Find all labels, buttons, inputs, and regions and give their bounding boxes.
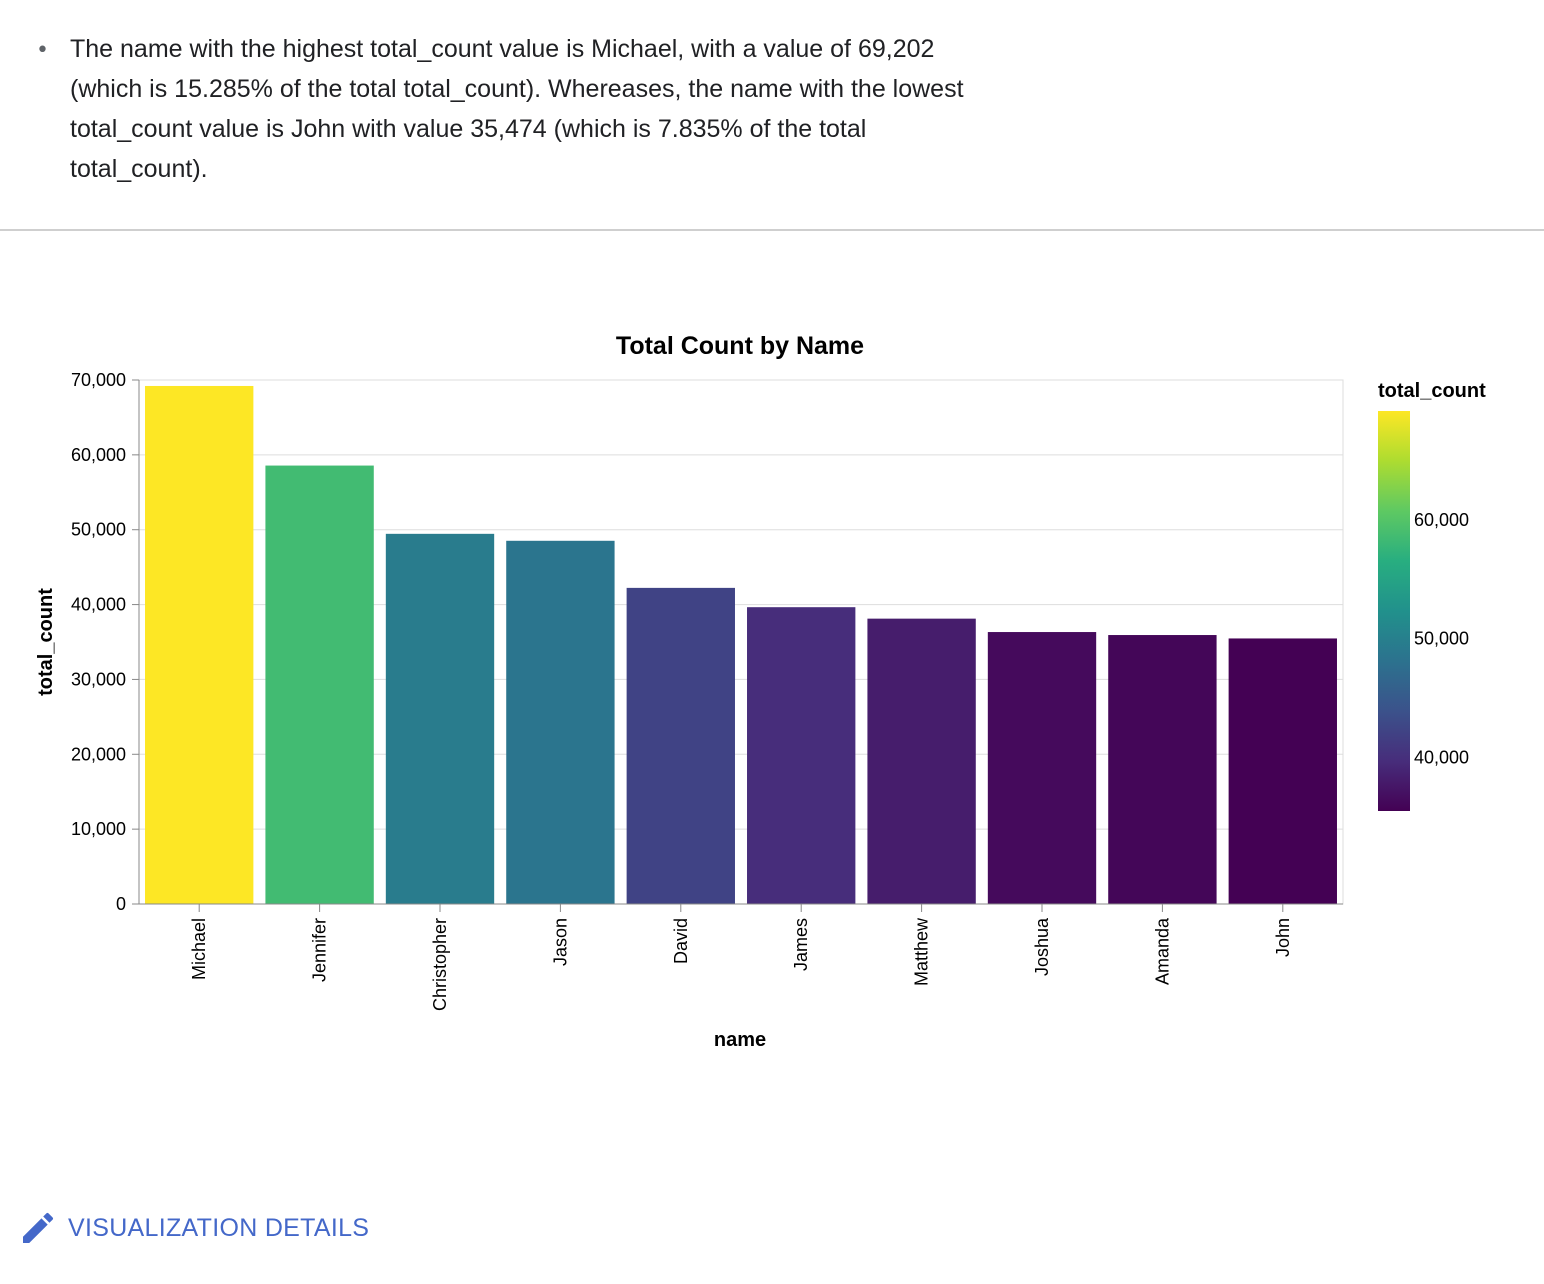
- y-tick-label: 40,000: [71, 595, 126, 615]
- axes: 0 10,000 20,000 30,000 40,000 50,000 60,000 70,…: [71, 370, 1343, 1011]
- insight-section: • The name with the highest total_count …: [0, 0, 1544, 230]
- color-legend: total_count 60,000 50,000 40,000: [1378, 380, 1486, 811]
- bar-amanda: [1108, 635, 1217, 904]
- x-tick-label: James: [791, 918, 811, 971]
- x-tick-label: Jennifer: [310, 918, 330, 982]
- pencil-icon: [23, 1212, 54, 1243]
- legend-tick-label: 60,000: [1414, 510, 1469, 530]
- x-tick-label: Michael: [189, 918, 209, 980]
- x-tick-label: Amanda: [1152, 917, 1172, 985]
- bar-james: [747, 607, 856, 904]
- bar-joshua: [987, 632, 1097, 904]
- visualization-details-label: VISUALIZATION DETAILS: [68, 1213, 370, 1242]
- section-divider: [0, 229, 1544, 231]
- y-tick-label: 50,000: [71, 520, 126, 540]
- x-tick-label: David: [671, 918, 691, 964]
- x-tick-label: Christopher: [430, 918, 450, 1011]
- visualization-details-button[interactable]: VISUALIZATION DETAILS: [18, 1206, 369, 1250]
- x-tick-label: Joshua: [1032, 917, 1052, 976]
- bar-jennifer: [265, 465, 374, 904]
- legend-tick-label: 40,000: [1414, 747, 1469, 767]
- x-tick-label: John: [1273, 918, 1293, 957]
- y-tick-label: 60,000: [71, 445, 126, 465]
- insight-text: The name with the highest total_count va…: [70, 35, 964, 183]
- bar-david: [626, 587, 735, 904]
- y-tick-label: 0: [116, 894, 126, 914]
- x-tick-label: Jason: [550, 918, 570, 966]
- bar-matthew: [867, 618, 976, 904]
- legend-gradient: [1378, 411, 1410, 811]
- bullet-point: •: [36, 38, 49, 63]
- y-tick-label: 10,000: [71, 819, 126, 839]
- bar-michael: [145, 385, 254, 904]
- x-axis-label: name: [714, 1029, 766, 1051]
- bar-john: [1228, 638, 1337, 904]
- y-tick-label: 20,000: [71, 744, 126, 764]
- x-tick-label: Matthew: [912, 917, 932, 986]
- chart-title: Total Count by Name: [616, 332, 864, 360]
- y-tick-label: 70,000: [71, 370, 126, 390]
- y-tick-label: 30,000: [71, 669, 126, 689]
- bar-chart: Total Count by Name 0 10,000 20,000 30,000 4…: [35, 332, 1486, 1051]
- bar-christopher: [385, 533, 495, 904]
- y-axis-label: total_count: [35, 588, 57, 696]
- legend-tick-label: 50,000: [1414, 629, 1469, 649]
- bars: [145, 385, 1337, 904]
- legend-title: total_count: [1378, 380, 1486, 402]
- bar-jason: [506, 540, 615, 904]
